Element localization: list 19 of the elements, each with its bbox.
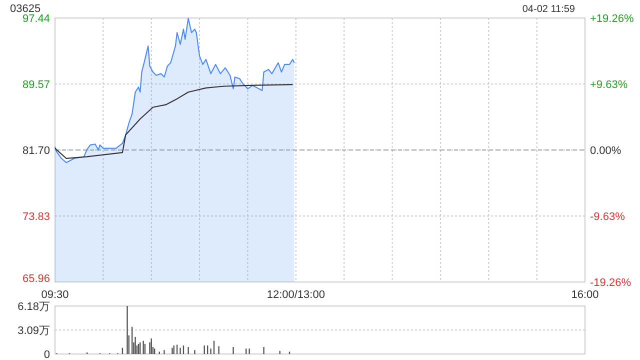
x-tick-label: 12:00/13:00 [266, 289, 325, 301]
y-tick-label: 6.18万 [18, 301, 50, 313]
line-series [54, 84, 294, 159]
y2-tick-label: +19.26% [590, 13, 634, 25]
y2-tick-label: -9.63% [590, 211, 626, 223]
chart-title: 03625 [10, 3, 41, 15]
chart-subtitle: 04-02 11:59 [522, 4, 576, 15]
y-tick-label: 97.44 [22, 13, 50, 25]
y-tick-label: 73.83 [22, 211, 50, 223]
x-tick-label: 16:00 [571, 289, 599, 301]
y2-tick-label: -19.26% [590, 277, 632, 289]
x-tick-label: 09:30 [41, 289, 69, 301]
y-tick-label: 0 [44, 349, 50, 360]
y2-tick-label: +9.63% [590, 79, 628, 91]
y-tick-label: 65.96 [22, 273, 50, 285]
y-tick-label: 3.09万 [18, 325, 50, 337]
y-tick-label: 89.57 [22, 79, 50, 91]
y2-tick-label: 0.00% [590, 145, 622, 157]
y-tick-label: 81.70 [22, 145, 50, 157]
